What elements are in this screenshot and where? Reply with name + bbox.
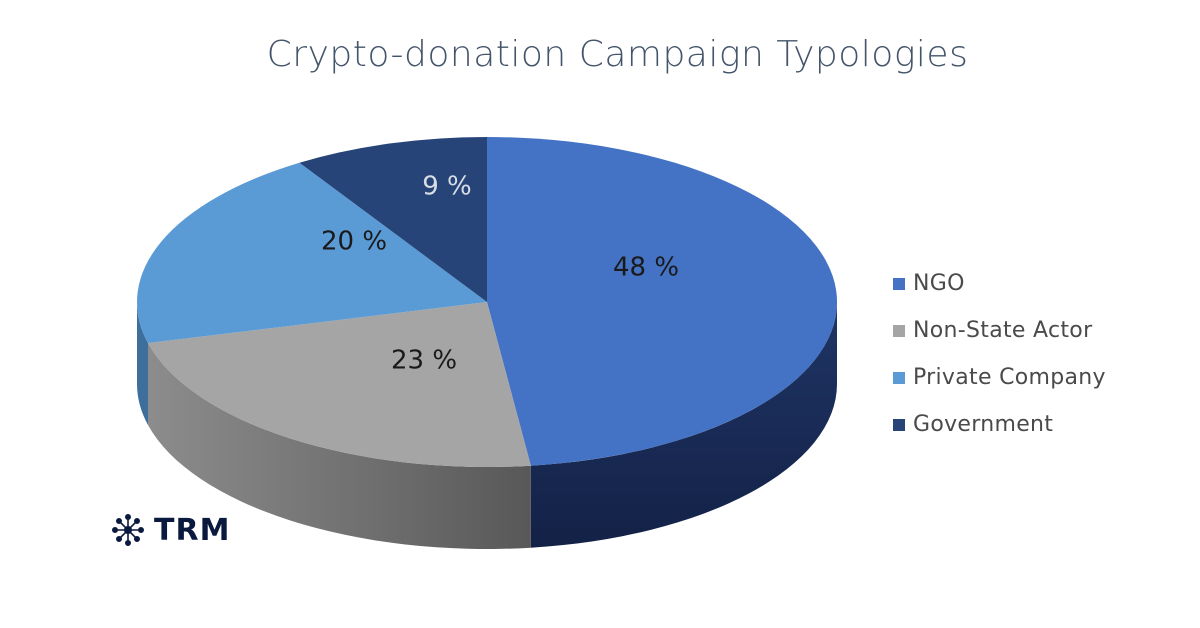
pie-slice-private-company xyxy=(137,162,488,344)
legend-label: Non-State Actor xyxy=(913,318,1093,343)
pie-side-private-company xyxy=(137,302,148,426)
legend-item-private-company: Private Company xyxy=(893,354,1106,401)
pie-top-faces xyxy=(137,137,838,468)
trm-logo: TRM xyxy=(110,512,230,548)
legend-item-government: Government xyxy=(893,401,1106,448)
legend-swatch xyxy=(893,371,905,384)
pie-data-labels: 48 % 23 % 20 % 9 % xyxy=(321,172,679,376)
legend-swatch xyxy=(893,277,905,290)
network-star-icon xyxy=(112,514,145,547)
pie-side-walls xyxy=(137,302,837,550)
legend-swatch xyxy=(893,418,905,431)
legend-item-ngo: NGO xyxy=(893,260,1106,307)
data-label-ngo: 48 % xyxy=(613,253,679,283)
pie-side-ngo xyxy=(530,302,837,548)
logo-text: TRM xyxy=(154,512,231,548)
pie-side-non-state-actor xyxy=(148,343,531,550)
data-label-government: 9 % xyxy=(422,172,472,202)
legend-item-non-state-actor: Non-State Actor xyxy=(893,307,1106,354)
data-label-private-company: 20 % xyxy=(321,227,387,257)
legend-label: NGO xyxy=(913,271,965,296)
chart-legend: NGO Non-State Actor Private Company Governm… xyxy=(893,260,1106,448)
legend-label: Government xyxy=(913,412,1054,437)
chart-title: Crypto-donation Campaign Typologies xyxy=(266,34,969,75)
legend-swatch xyxy=(893,324,905,337)
legend-label: Private Company xyxy=(913,365,1106,390)
pie-slice-non-state-actor xyxy=(148,302,531,468)
pie-slice-ngo xyxy=(487,137,838,466)
pie-slice-government xyxy=(299,137,487,302)
data-label-non-state-actor: 23 % xyxy=(391,346,457,376)
